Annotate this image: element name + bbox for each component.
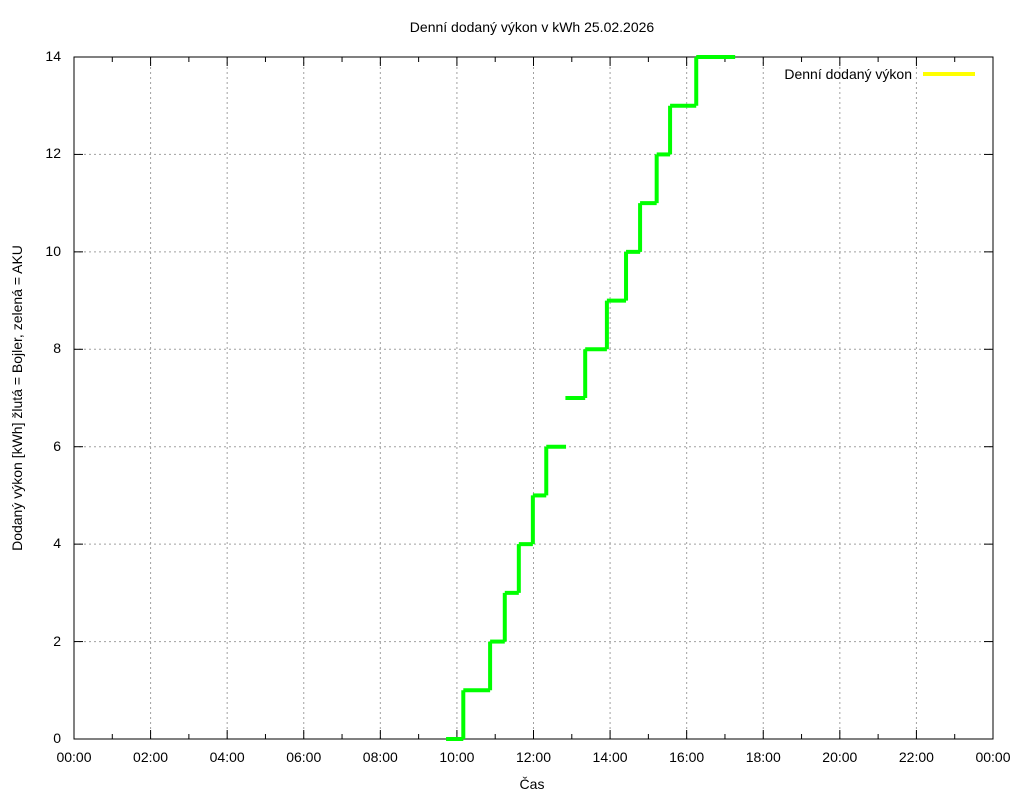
x-tick-label: 20:00 bbox=[822, 749, 858, 765]
y-tick-label: 2 bbox=[53, 632, 61, 649]
data-series-aku bbox=[446, 55, 736, 741]
y-tick-label: 14 bbox=[45, 48, 61, 64]
x-tick-label: 12:00 bbox=[515, 749, 552, 765]
plot-frame bbox=[73, 56, 994, 740]
x-axis-label: Čas bbox=[519, 776, 545, 792]
x-tick-label: 22:00 bbox=[898, 749, 934, 765]
x-tick-label: 06:00 bbox=[286, 749, 322, 765]
grid-lines bbox=[74, 57, 993, 739]
x-tick-label: 16:00 bbox=[669, 749, 705, 765]
legend-label: Denní dodaný výkon bbox=[784, 66, 912, 82]
x-tick-label: 00:00 bbox=[975, 749, 1011, 765]
y-tick-label: 10 bbox=[45, 242, 61, 259]
x-tick-label: 04:00 bbox=[209, 749, 245, 765]
y-axis-label: Dodaný výkon [kWh] žlutá = Bojler, zelen… bbox=[9, 245, 25, 551]
y-tick-label: 6 bbox=[53, 437, 61, 454]
x-tick-label: 10:00 bbox=[439, 749, 475, 765]
x-tick-label: 14:00 bbox=[592, 749, 628, 765]
x-tick-label: 08:00 bbox=[362, 749, 398, 765]
x-tick-label: 02:00 bbox=[133, 749, 169, 765]
y-tick-label: 8 bbox=[53, 340, 61, 357]
y-tick-label: 0 bbox=[53, 730, 61, 746]
y-tick-label: 4 bbox=[53, 535, 61, 552]
x-tick-label: 18:00 bbox=[745, 749, 781, 765]
x-tick-label: 00:00 bbox=[56, 749, 92, 765]
chart-title: Denní dodaný výkon v kWh 25.02.2026 bbox=[409, 19, 655, 35]
y-tick-label: 12 bbox=[45, 145, 61, 162]
